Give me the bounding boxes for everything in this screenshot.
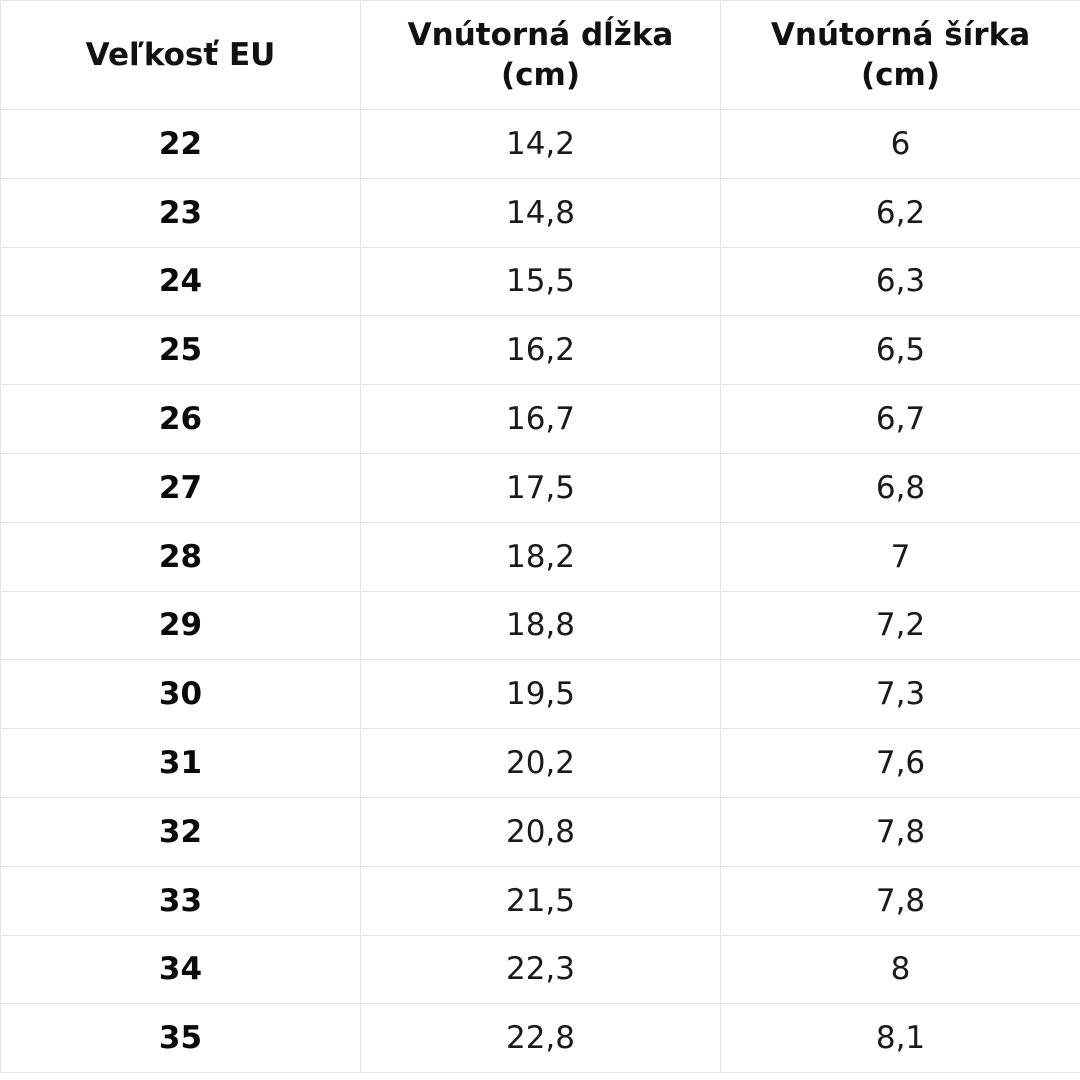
eu-size-cell: 31 <box>0 728 361 798</box>
eu-size-cell: 27 <box>0 452 361 523</box>
eu-size-cell: 34 <box>0 934 361 1005</box>
table-row: 26 16,7 6,7 <box>0 384 1080 454</box>
eu-size-cell: 33 <box>0 865 361 936</box>
table-row: 24 15,5 6,3 <box>0 246 1080 317</box>
inner-width-cell: 7,8 <box>720 796 1080 867</box>
eu-size-cell: 30 <box>0 659 361 730</box>
header-eu-size: Veľkosť EU <box>0 0 361 110</box>
table-row: 35 22,8 8,1 <box>0 1003 1080 1074</box>
eu-size-cell: 26 <box>0 384 361 454</box>
header-inner-length-unit: (cm) <box>500 57 580 93</box>
eu-size-cell: 32 <box>0 796 361 867</box>
table-row: 28 18,2 7 <box>0 521 1080 592</box>
table-row: 22 14,2 6 <box>0 109 1080 179</box>
inner-width-cell: 6 <box>720 109 1080 179</box>
inner-width-cell: 6,2 <box>720 177 1080 248</box>
table-row: 23 14,8 6,2 <box>0 177 1080 248</box>
table-row: 30 19,5 7,3 <box>0 659 1080 730</box>
header-inner-width: Vnútorná šírka (cm) <box>720 0 1080 110</box>
eu-size-cell: 24 <box>0 246 361 317</box>
table-row: 34 22,3 8 <box>0 934 1080 1005</box>
inner-width-cell: 7,2 <box>720 590 1080 661</box>
header-inner-length-label: Vnútorná dĺžka <box>407 17 674 53</box>
inner-width-cell: 8 <box>720 934 1080 1005</box>
inner-length-cell: 18,2 <box>360 521 721 592</box>
table-row: 29 18,8 7,2 <box>0 590 1080 661</box>
inner-width-cell: 6,7 <box>720 384 1080 454</box>
table-row: 31 20,2 7,6 <box>0 728 1080 798</box>
inner-length-cell: 20,8 <box>360 796 721 867</box>
inner-width-cell: 7,8 <box>720 865 1080 936</box>
inner-length-cell: 19,5 <box>360 659 721 730</box>
header-inner-length: Vnútorná dĺžka (cm) <box>360 0 721 110</box>
eu-size-cell: 23 <box>0 177 361 248</box>
inner-width-cell: 8,1 <box>720 1003 1080 1074</box>
inner-width-cell: 6,5 <box>720 315 1080 386</box>
inner-length-cell: 16,7 <box>360 384 721 454</box>
eu-size-cell: 29 <box>0 590 361 661</box>
inner-length-cell: 22,3 <box>360 934 721 1005</box>
inner-width-cell: 6,3 <box>720 246 1080 317</box>
inner-width-cell: 6,8 <box>720 452 1080 523</box>
inner-length-cell: 16,2 <box>360 315 721 386</box>
inner-length-cell: 20,2 <box>360 728 721 798</box>
inner-length-cell: 14,8 <box>360 177 721 248</box>
header-inner-width-label: Vnútorná šírka <box>770 17 1031 53</box>
table-row: 33 21,5 7,8 <box>0 865 1080 936</box>
table-row: 25 16,2 6,5 <box>0 315 1080 386</box>
eu-size-cell: 28 <box>0 521 361 592</box>
inner-length-cell: 21,5 <box>360 865 721 936</box>
header-inner-width-unit: (cm) <box>860 57 940 93</box>
eu-size-cell: 35 <box>0 1003 361 1074</box>
eu-size-cell: 25 <box>0 315 361 386</box>
table-row: 27 17,5 6,8 <box>0 452 1080 523</box>
table-row: 32 20,8 7,8 <box>0 796 1080 867</box>
inner-width-cell: 7 <box>720 521 1080 592</box>
inner-width-cell: 7,3 <box>720 659 1080 730</box>
inner-length-cell: 18,8 <box>360 590 721 661</box>
inner-length-cell: 15,5 <box>360 246 721 317</box>
inner-length-cell: 14,2 <box>360 109 721 179</box>
eu-size-cell: 22 <box>0 109 361 179</box>
header-row: Veľkosť EU Vnútorná dĺžka (cm) Vnútorná … <box>0 0 1080 110</box>
header-eu-size-label: Veľkosť EU <box>85 37 276 73</box>
inner-length-cell: 17,5 <box>360 452 721 523</box>
inner-length-cell: 22,8 <box>360 1003 721 1074</box>
inner-width-cell: 7,6 <box>720 728 1080 798</box>
